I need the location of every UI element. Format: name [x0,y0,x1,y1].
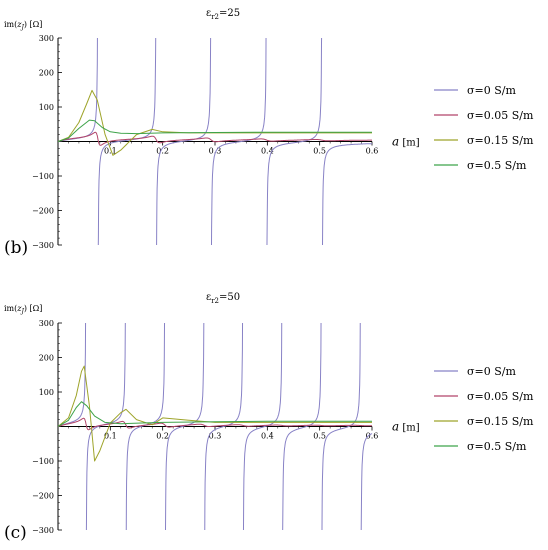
chart-title: εr2=50 [206,292,240,305]
y-tick-label: −300 [32,526,54,535]
x-tick-label: 0.3 [209,432,222,441]
x-tick-label: 0.4 [261,147,274,156]
legend-label-2: σ=0.15 S/m [467,134,534,147]
ylabel-part: im( [4,304,17,313]
x-tick-label: 0.4 [261,432,274,441]
series-line-3 [58,401,372,427]
series-line-2 [58,365,372,462]
title-epsilon: ε [206,292,211,303]
x-tick-label: 0.1 [104,147,117,156]
x-axis-label: a [m] [392,135,420,149]
y-tick-label: 300 [39,319,54,328]
legend-label-1: σ=0.05 S/m [467,109,534,122]
title-subscript: r2 [211,13,219,21]
ylabel-part: J [19,24,24,31]
y-tick-label: −100 [32,457,54,466]
y-tick-label: 300 [39,34,54,43]
x-tick-label: 0.2 [156,147,169,156]
plot-area [58,38,373,245]
x-tick-label: 0.6 [366,147,379,156]
y-tick-label: 100 [39,103,54,112]
ylabel-part: ) [Ω] [24,304,43,313]
xlabel-unit: [m] [399,138,420,149]
title-subscript: r2 [211,297,219,305]
x-tick-label: 0.5 [313,147,326,156]
legend-label-3: σ=0.5 S/m [467,159,527,172]
y-tick-label: −100 [32,172,54,181]
y-tick-label: 200 [39,69,54,78]
x-axis-label: a [m] [392,420,420,434]
y-tick-label: −300 [32,241,54,250]
x-tick-label: 0.5 [313,432,326,441]
panel-c: −300 −200 −100 100 200 300 0.1 0.2 0.3 0.4 0.5 0.6 ε… [4,292,534,543]
ylabel-part: im( [4,20,17,29]
xlabel-var: a [392,420,399,434]
chart-title: εr2=25 [206,8,240,21]
xlabel-var: a [392,135,399,149]
x-tick-label: 0.3 [209,147,222,156]
legend-label-0: σ=0 S/m [467,84,516,97]
series-line-1 [58,131,373,146]
x-tick-label: 0.1 [104,432,117,441]
plot-area [58,323,373,530]
legend-label-2: σ=0.15 S/m [467,415,534,428]
title-value: =50 [219,292,240,303]
y-axis-label: im(zJ) [Ω] [4,304,42,315]
y-tick-label: −200 [32,207,54,216]
x-tick-label: 0.6 [366,432,379,441]
xlabel-unit: [m] [399,423,420,434]
ylabel-part: z [16,304,22,313]
panel-label: (c) [4,523,27,543]
legend-label-0: σ=0 S/m [467,365,516,378]
y-tick-label: −200 [32,492,54,501]
legend-label-3: σ=0.5 S/m [467,440,527,453]
ylabel-part: ) [Ω] [24,20,43,29]
title-epsilon: ε [206,8,211,19]
y-tick-label: 200 [39,354,54,363]
panel-b: −300 −200 −100 100 200 300 0.1 0.2 0.3 0.4 0.5 0.6 ε… [4,8,534,258]
y-axis-label: im(zJ) [Ω] [4,20,42,31]
series-line-3 [58,119,372,142]
ylabel-part: J [19,308,24,315]
legend-label-1: σ=0.05 S/m [467,390,534,403]
ylabel-part: z [16,20,22,29]
panel-label: (b) [4,238,28,258]
y-tick-label: 100 [39,388,54,397]
title-value: =25 [219,8,240,19]
x-tick-label: 0.2 [156,432,169,441]
